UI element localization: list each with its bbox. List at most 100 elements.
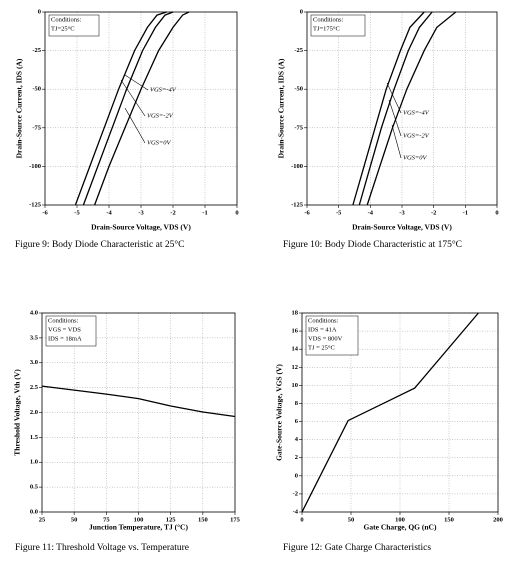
y-tick-label: 4 (295, 436, 299, 443)
y-tick-label: 2.0 (30, 409, 38, 416)
y-axis-title: Gate-Source Voltage, VGS (V) (275, 364, 284, 461)
plot-frame (301, 312, 499, 513)
y-tick-label: -125 (29, 201, 42, 208)
y-tick-label: -75 (32, 124, 41, 131)
y-tick-label: 2 (295, 454, 298, 461)
x-tick-label: 50 (71, 516, 78, 523)
y-tick-label: 8 (295, 400, 299, 407)
x-tick-label: -4 (106, 209, 112, 216)
condition-text: IDS = 18mA (48, 335, 82, 342)
y-tick-label: -25 (294, 47, 303, 54)
x-tick-label: -6 (42, 209, 48, 216)
y-tick-label: 0 (300, 8, 303, 15)
series-label: VGS=0V (403, 154, 428, 161)
y-tick-label: 14 (292, 346, 299, 353)
label-arrow (120, 79, 146, 117)
y-tick-label: -4 (293, 508, 299, 515)
y-tick-label: -125 (291, 201, 304, 208)
chart: 25 50 75 100 125 150 175 0.0 0.5 1.0 1.5 2.0 2.5 3.0 3… (13, 309, 241, 553)
label-arrow (124, 74, 149, 91)
y-tick-label: -25 (32, 47, 41, 54)
y-tick-label: 3.5 (30, 334, 39, 341)
x-tick-label: -5 (74, 209, 80, 216)
x-tick-label: 25 (39, 516, 46, 523)
figure-caption: Figure 12: Gate Charge Characteristics (283, 543, 431, 553)
series-line (93, 11, 190, 206)
y-tick-label: 6 (295, 418, 299, 425)
x-tick-label: 100 (134, 516, 144, 523)
x-tick-label: -5 (336, 209, 342, 216)
x-tick-label: -2 (170, 209, 175, 216)
plot-frame (306, 11, 498, 206)
figure-caption: Figure 11: Threshold Voltage vs. Tempera… (15, 543, 189, 553)
x-tick-label: 0 (495, 209, 498, 216)
conditions-box (305, 315, 359, 356)
y-tick-label: -100 (29, 163, 41, 170)
y-tick-label: 0.5 (30, 484, 39, 491)
label-arrow (388, 99, 402, 137)
series-line (41, 385, 236, 418)
y-tick-label: 10 (292, 382, 299, 389)
y-tick-label: 0.0 (30, 508, 38, 515)
x-tick-label: 200 (493, 516, 503, 523)
x-tick-label: -4 (368, 209, 374, 216)
label-arrow (124, 107, 146, 144)
y-tick-label: -100 (291, 163, 303, 170)
conditions-box (310, 14, 366, 37)
x-tick-label: 150 (198, 516, 208, 523)
x-axis-title: Gate Charge, QG (nC) (364, 523, 437, 532)
condition-text: VDS = 800V (308, 335, 343, 342)
x-tick-label: 50 (348, 516, 355, 523)
series-line (82, 11, 174, 206)
y-tick-label: 3.0 (30, 359, 38, 366)
series-label: VGS=-4V (150, 86, 177, 93)
chart: -6 -5 -4 -3 -2 -1 0 -125 -100 -75 -50 -25 0 VGS=-4V VG… (15, 8, 239, 250)
x-tick-label: 175 (230, 516, 241, 523)
series-label: VGS=-2V (403, 132, 430, 139)
y-tick-label: -50 (32, 86, 41, 93)
x-axis-title: Drain-Source Voltage, VDS (V) (352, 223, 452, 232)
y-tick-label: 0 (38, 8, 41, 15)
condition-text: Conditions: (48, 317, 79, 324)
condition-text: IDS = 41A (308, 326, 337, 333)
label-arrow (386, 82, 402, 114)
x-tick-label: 100 (395, 516, 405, 523)
x-axis-title: Junction Temperature, TJ (°C) (89, 523, 188, 532)
y-tick-label: 2.5 (30, 384, 39, 391)
chart: -6 -5 -4 -3 -2 -1 0 -125 -100 -75 -50 -25 0 VGS=-4V VG… (277, 8, 499, 250)
y-tick-label: 0 (295, 472, 298, 479)
y-tick-label: 16 (292, 328, 299, 335)
y-tick-label: -2 (293, 490, 298, 497)
y-tick-label: -50 (294, 86, 303, 93)
x-tick-label: 150 (444, 516, 454, 523)
figure-caption: Figure 9: Body Diode Characteristic at 2… (15, 239, 185, 250)
y-tick-label: 12 (292, 364, 299, 371)
x-tick-label: -1 (202, 209, 207, 216)
series-line (358, 11, 433, 206)
y-axis-title: Drain-Source Current, IDS (A) (277, 58, 286, 158)
y-axis-title: Threshold Voltage, Vth (V) (13, 369, 22, 456)
conditions-box (45, 315, 97, 347)
x-tick-label: 0 (235, 209, 238, 216)
conditions-box (48, 14, 100, 37)
condition-text: Conditions: (308, 317, 339, 324)
x-tick-label: -6 (304, 209, 310, 216)
x-tick-label: -1 (463, 209, 468, 216)
x-tick-label: 75 (103, 516, 110, 523)
x-axis-title: Drain-Source Voltage, VDS (V) (91, 223, 191, 232)
label-arrow (391, 124, 402, 159)
condition-text: TJ=25°C (51, 25, 75, 32)
x-tick-label: 125 (166, 516, 177, 523)
x-tick-label: -3 (138, 209, 144, 216)
x-tick-label: -3 (399, 209, 405, 216)
condition-text: TJ = 25°C (308, 344, 335, 351)
y-tick-label: 1.5 (30, 434, 39, 441)
y-tick-label: 4.0 (30, 309, 38, 316)
x-tick-label: 0 (300, 516, 303, 523)
x-tick-label: -2 (431, 209, 436, 216)
plot-frame (41, 312, 236, 513)
y-tick-label: 18 (292, 309, 299, 316)
series-label: VGS=-4V (403, 109, 430, 116)
condition-text: Conditions: (313, 16, 344, 23)
